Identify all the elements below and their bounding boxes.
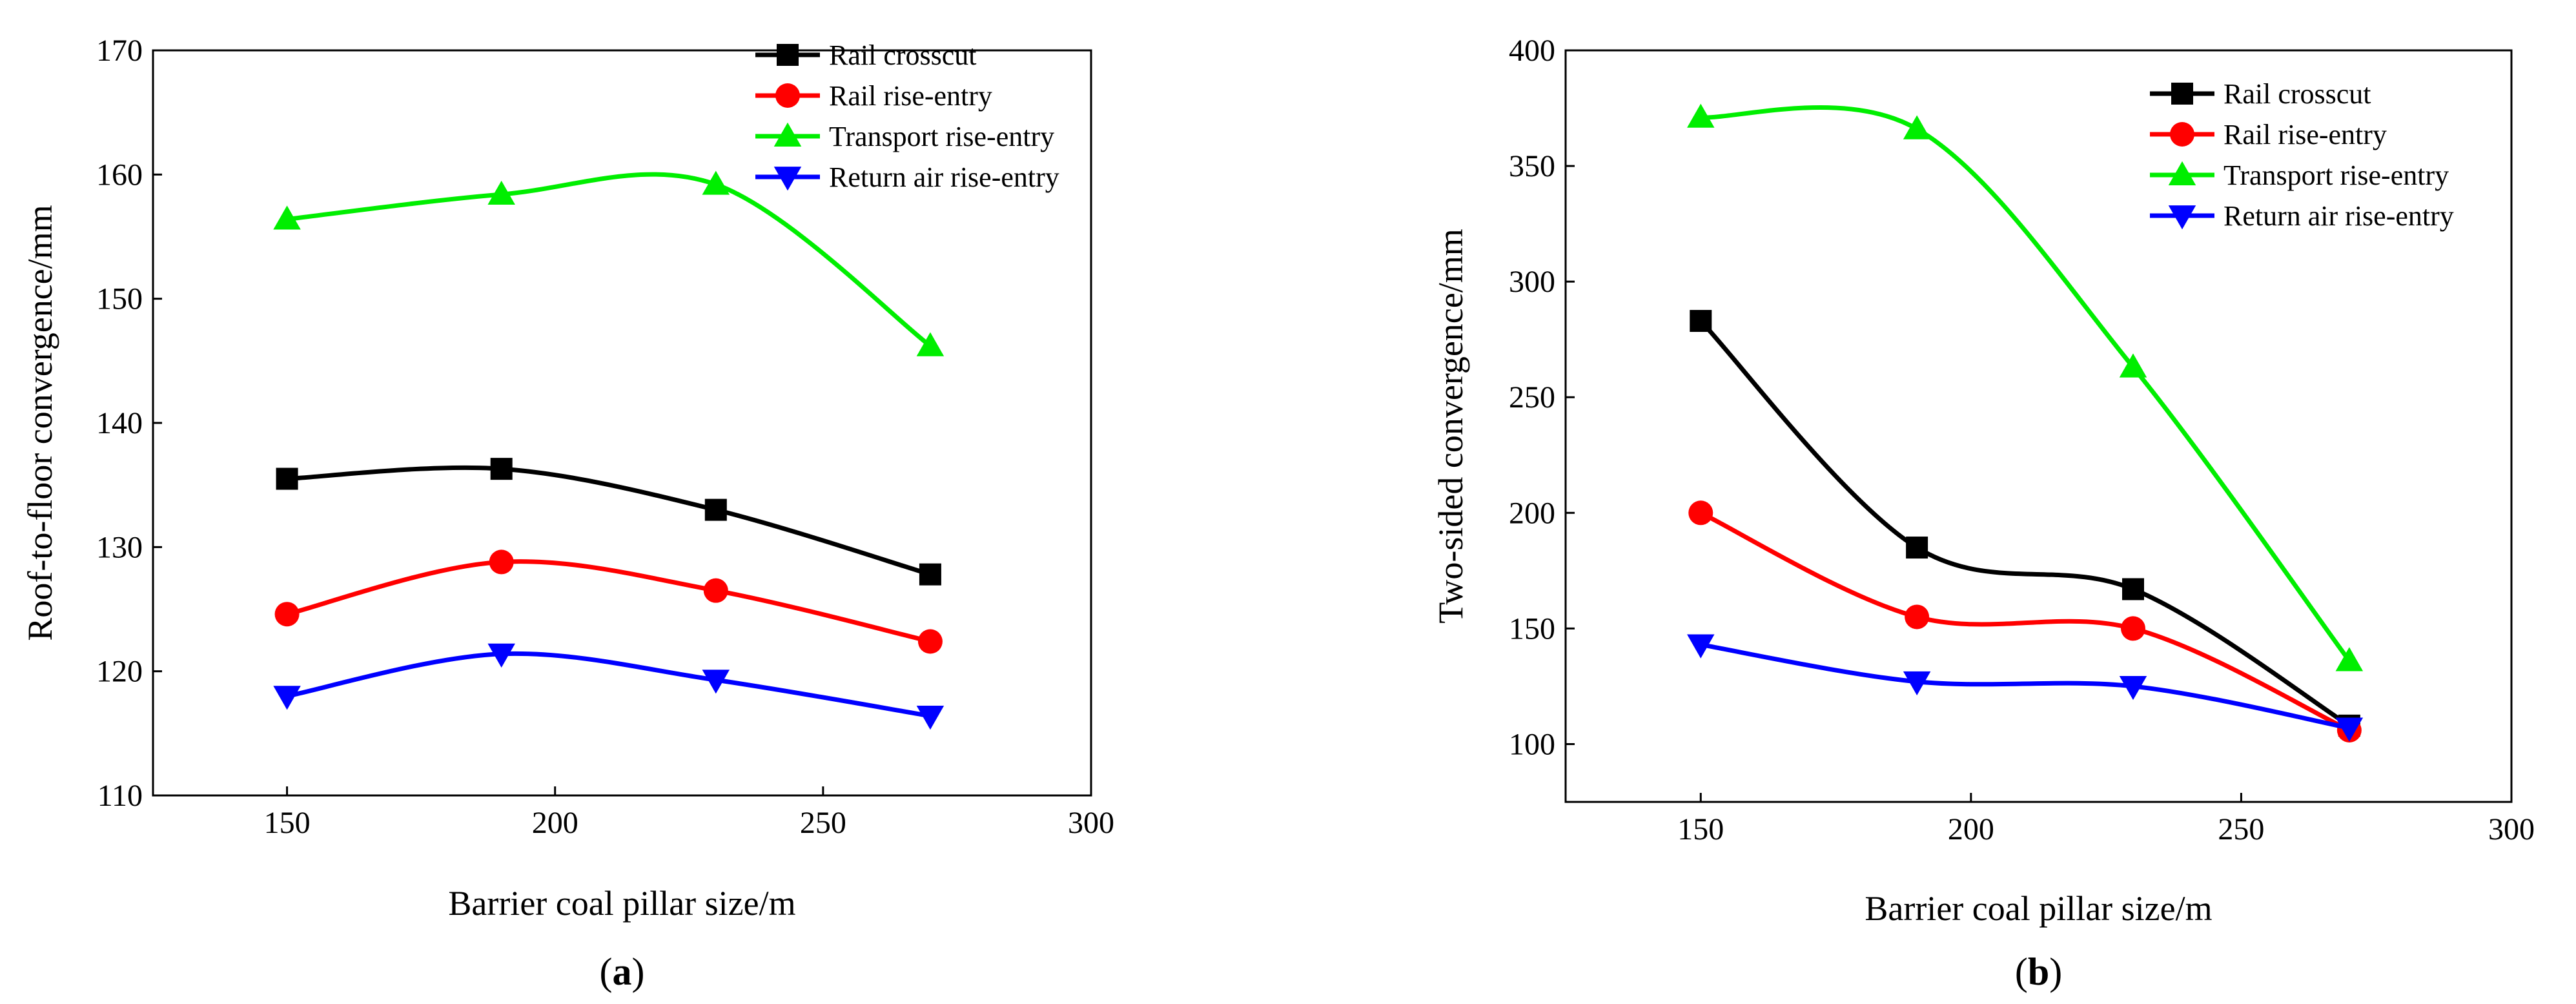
chart-a-series-return-air-rise-entry-point: [487, 643, 515, 668]
chart-a-series-rail-crosscut-point: [276, 467, 298, 490]
chart-a-series-rail-crosscut-line: [285, 465, 933, 577]
chart-a-x-tick-label: 150: [264, 806, 311, 840]
chart-a-y-tick-label: 150: [96, 282, 143, 316]
chart-b-x-tick-label: 150: [1677, 812, 1724, 846]
chart-b-x-tick-label: 250: [2218, 812, 2264, 846]
chart-a-x-tick-label: 300: [1068, 806, 1114, 840]
chart-panel-a: 150 200 250 300 110 120 130 140 150 160 170 Barrier…: [21, 34, 1114, 993]
chart-b-y-tick-label: 400: [1509, 34, 1555, 68]
chart-a-series-rail-rise-entry-point: [917, 629, 943, 654]
chart-a-series-rail-rise-entry-line: [285, 559, 933, 644]
chart-b-legend-rail-crosscut-marker: [2171, 83, 2193, 105]
chart-a-x-axis-label: Barrier coal pillar size/m: [448, 884, 795, 923]
chart-b-y-tick-label: 250: [1509, 380, 1555, 415]
chart-a-series-transport-rise-entry-point: [702, 170, 730, 195]
chart-b-y-tick-label: 150: [1509, 611, 1555, 646]
chart-a-series-transport-rise-entry-point: [273, 205, 301, 230]
chart-a-y-tick-label: 110: [97, 779, 143, 813]
chart-a-series-rail-rise-entry-point: [703, 578, 728, 603]
chart-b-series-rail-crosscut-line: [1698, 318, 2352, 728]
chart-a-x-tick-label: 250: [800, 806, 846, 840]
chart-b-series-rail-rise-entry-point: [2121, 616, 2145, 641]
chart-b-x-tick-label: 300: [2488, 812, 2535, 846]
chart-a-y-tick-label: 160: [96, 158, 143, 192]
chart-a-legend-return-air-rise-entry-marker: [773, 167, 802, 191]
chart-a-series-rail-crosscut-point: [919, 563, 941, 586]
chart-a-x-tick-label: 200: [532, 806, 578, 840]
chart-a-panel-label: (a): [600, 950, 645, 993]
chart-a-series-return-air-rise-entry-point: [702, 670, 730, 694]
chart-b-y-tick-label: 200: [1509, 496, 1555, 530]
chart-b-series-transport-rise-entry-point: [2119, 353, 2147, 378]
chart-b-series-return-air-rise-entry-line: [1698, 642, 2352, 730]
chart-b-x-axis-label: Barrier coal pillar size/m: [1865, 889, 2212, 928]
chart-a-legend-rail-crosscut-label: Rail crosscut: [829, 39, 977, 71]
chart-a-y-tick-label: 120: [96, 655, 143, 689]
chart-b-series-transport-rise-entry-line: [1698, 105, 2352, 664]
chart-b-series-return-air-rise-entry-point: [1687, 634, 1715, 659]
chart-b-x-tick-label: 200: [1948, 812, 1994, 846]
chart-b-series-rail-crosscut-point: [1906, 537, 1928, 559]
chart-b-panel-label: (b): [2015, 950, 2062, 993]
chart-a-series-return-air-rise-entry-point: [916, 705, 945, 730]
chart-b-series-transport-rise-entry-point: [2335, 647, 2364, 671]
chart-b-legend-return-air-rise-entry-marker: [2168, 205, 2196, 230]
chart-b-y-axis-label: Two-sided convergence/mm: [1431, 229, 1470, 624]
chart-a-series-return-air-rise-entry-point: [273, 686, 301, 710]
chart-a-series-rail-crosscut-point: [704, 498, 727, 521]
chart-b-legend-transport-rise-entry-label: Transport rise-entry: [2223, 159, 2449, 191]
chart-a-y-axis-label: Roof-to-floor convergence/mm: [21, 205, 59, 640]
chart-b-plot-frame: [1564, 49, 2513, 803]
chart-b-series-rail-crosscut-point: [1690, 310, 1712, 333]
chart-a-legend-rail-crosscut-marker: [777, 44, 799, 66]
chart-b-legend-rail-crosscut-label: Rail crosscut: [2223, 78, 2371, 110]
chart-a-series-transport-rise-entry-point: [487, 180, 515, 205]
chart-b-series-rail-crosscut-point: [2122, 578, 2144, 600]
chart-b-series-return-air-rise-entry-point: [1903, 671, 1931, 696]
chart-a-legend-rail-rise-entry-label: Rail rise-entry: [829, 80, 992, 112]
chart-b-series-transport-rise-entry-point: [1903, 115, 1931, 139]
chart-b-series-return-air-rise-entry-point: [2119, 675, 2147, 701]
chart-a-series-transport-rise-entry-line: [285, 172, 933, 349]
chart-panel-b: 150 200 250 300 100 150 200 250 300 350 400 Barrier…: [1431, 34, 2535, 993]
chart-b-series-return-air-rise-entry-point: [2335, 717, 2364, 742]
chart-a-y-tick-label: 170: [96, 34, 143, 68]
chart-a-series-rail-rise-entry-point: [274, 602, 300, 627]
chart-b-series-rail-rise-entry-line: [1698, 510, 2352, 733]
chart-a-y-tick-label: 130: [96, 530, 143, 564]
chart-b-legend-return-air-rise-entry-label: Return air rise-entry: [2223, 200, 2454, 232]
chart-a-legend-transport-rise-entry-label: Transport rise-entry: [829, 121, 1054, 152]
chart-a-y-tick-label: 140: [96, 406, 143, 440]
chart-b-y-tick-label: 100: [1509, 727, 1555, 761]
chart-a-series-rail-crosscut-point: [490, 458, 513, 480]
chart-b-y-tick-label: 350: [1509, 149, 1555, 183]
chart-b-legend-rail-rise-entry-marker: [2170, 122, 2194, 147]
chart-b-series-transport-rise-entry-point: [1687, 103, 1715, 128]
chart-b-legend-transport-rise-entry-marker: [2168, 161, 2196, 185]
chart-a-legend-return-air-rise-entry-label: Return air rise-entry: [829, 161, 1059, 193]
chart-a-series-return-air-rise-entry-line: [285, 651, 933, 719]
chart-b-series-rail-rise-entry-point: [1905, 604, 1930, 630]
chart-b-y-tick-label: 300: [1509, 265, 1555, 299]
chart-a-legend-transport-rise-entry-marker: [773, 122, 802, 147]
chart-b-legend-rail-rise-entry-label: Rail rise-entry: [2223, 119, 2387, 150]
chart-b-series-rail-rise-entry-point: [1688, 500, 1713, 526]
chart-a-series-transport-rise-entry-point: [916, 332, 945, 356]
chart-a-series-rail-rise-entry-point: [489, 549, 514, 575]
chart-a-legend-rail-rise-entry-marker: [775, 83, 800, 108]
